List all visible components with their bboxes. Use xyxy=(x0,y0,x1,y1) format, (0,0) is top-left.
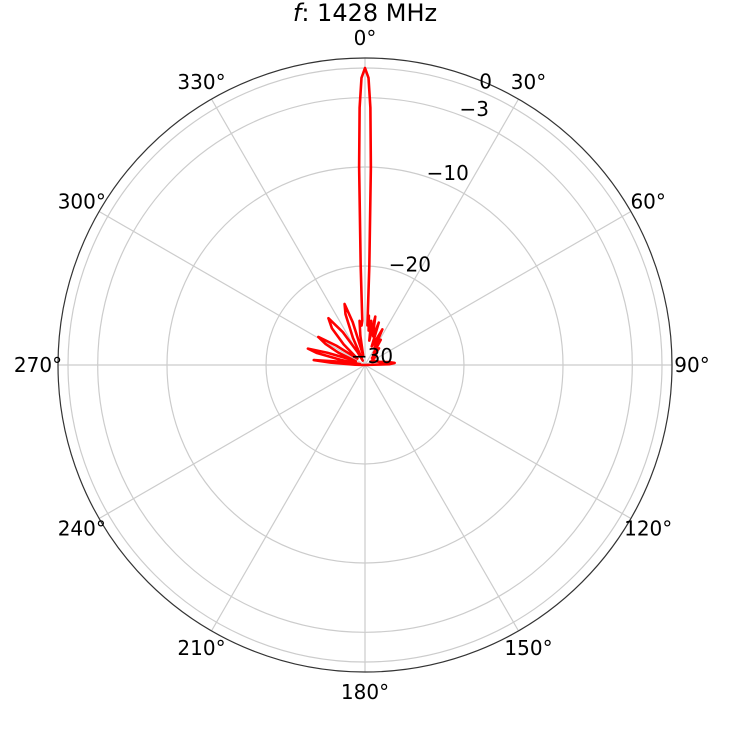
polar-grid xyxy=(58,58,672,672)
angular-gridline xyxy=(364,364,632,520)
angular-tick-label: 270° xyxy=(14,353,62,377)
chart-title: f: 1428 MHz xyxy=(293,0,437,27)
angular-gridline xyxy=(98,364,366,520)
angular-tick-labels: 0° 30° 60° 90° 120° 150° 180° 210° 240° 270° 300° 3… xyxy=(14,26,710,704)
radial-tick-label: −3 xyxy=(460,97,489,121)
angular-tick-label: 210° xyxy=(177,636,225,660)
angular-tick-label: 0° xyxy=(354,26,377,50)
polar-outer-ring xyxy=(57,57,673,673)
series-line xyxy=(306,66,396,367)
angular-gridline xyxy=(210,98,366,366)
angular-gridline xyxy=(364,98,520,366)
angular-tick-label: 150° xyxy=(504,636,552,660)
angular-tick-label: 120° xyxy=(624,517,672,541)
radial-gridline xyxy=(166,166,564,564)
radial-gridline xyxy=(265,265,465,465)
angular-tick-label: 300° xyxy=(58,190,106,214)
angular-tick-label: 240° xyxy=(58,517,106,541)
title-text: : 1428 MHz xyxy=(301,0,437,27)
angular-tick-label: 330° xyxy=(177,70,225,94)
angular-tick-label: 60° xyxy=(630,190,665,214)
angular-tick-label: 30° xyxy=(511,70,546,94)
angular-gridline xyxy=(364,364,520,632)
angular-tick-label: 180° xyxy=(341,680,389,704)
radial-tick-label: −20 xyxy=(389,253,431,277)
angular-tick-label: 90° xyxy=(674,353,709,377)
radial-tick-label: −30 xyxy=(351,344,393,368)
radial-tick-label: −10 xyxy=(427,161,469,185)
angular-gridline xyxy=(210,364,366,632)
series-layer xyxy=(306,66,396,367)
angular-gridline xyxy=(364,210,632,366)
radial-gridline xyxy=(97,97,633,633)
radial-tick-label: 0 xyxy=(479,70,492,94)
radial-tick-labels: −30−20−10−30 xyxy=(351,70,492,368)
